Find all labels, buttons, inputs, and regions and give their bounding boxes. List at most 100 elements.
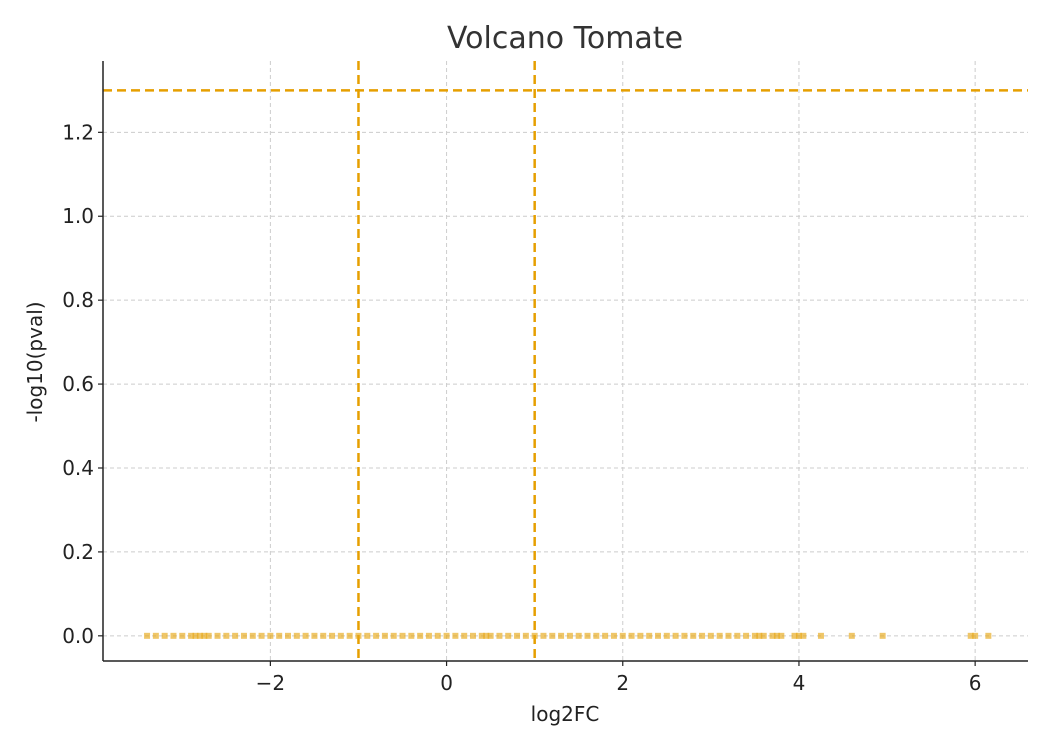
data-point — [817, 632, 824, 639]
data-point — [201, 632, 208, 639]
data-point — [496, 632, 503, 639]
data-point — [144, 632, 151, 639]
axes — [98, 61, 1028, 666]
data-point — [558, 632, 565, 639]
data-point — [461, 632, 468, 639]
data-point — [443, 632, 450, 639]
y-axis-title: -log10(pval) — [23, 301, 47, 422]
data-point — [232, 632, 239, 639]
data-point — [602, 632, 609, 639]
data-point — [655, 632, 661, 639]
data-point — [690, 632, 697, 639]
data-point — [179, 632, 186, 639]
data-point — [760, 632, 767, 639]
data-point — [672, 632, 679, 639]
data-point — [575, 632, 582, 639]
data-point — [152, 632, 159, 639]
data-point — [196, 632, 203, 639]
data-point — [716, 632, 723, 639]
data-point — [452, 632, 459, 639]
data-point — [967, 632, 974, 639]
data-point — [258, 632, 265, 639]
data-point — [170, 632, 177, 639]
data-point — [417, 632, 424, 639]
x-tick-label: −2 — [256, 671, 285, 695]
data-point — [985, 632, 992, 639]
data-point — [681, 632, 688, 639]
data-point — [346, 632, 353, 639]
data-point — [355, 632, 362, 639]
y-tick-label: 1.0 — [62, 204, 94, 228]
data-point — [337, 632, 344, 639]
data-point — [584, 632, 591, 639]
data-point — [214, 632, 221, 639]
data-point — [734, 632, 741, 639]
grid — [103, 61, 1028, 661]
data-point — [522, 632, 529, 639]
data-point — [540, 632, 547, 639]
data-point — [267, 632, 274, 639]
x-tick-label: 6 — [969, 671, 982, 695]
data-point — [663, 632, 670, 639]
data-point — [478, 632, 485, 639]
data-point — [425, 632, 432, 639]
data-point — [725, 632, 732, 639]
y-tick-label: 0.0 — [62, 624, 94, 648]
data-point — [320, 632, 327, 639]
data-point — [188, 632, 195, 639]
data-point — [311, 632, 318, 639]
data-point — [756, 632, 763, 639]
data-point — [593, 632, 600, 639]
data-point — [205, 632, 212, 639]
data-point — [628, 632, 635, 639]
data-point — [514, 632, 521, 639]
data-point — [285, 632, 291, 639]
data-point — [470, 632, 476, 639]
data-point — [549, 632, 556, 639]
data-point — [879, 632, 886, 639]
x-tick-label: 4 — [793, 671, 806, 695]
data-point — [610, 632, 617, 639]
data-point — [800, 632, 807, 639]
data-point — [566, 632, 573, 639]
data-point — [778, 632, 785, 639]
data-point — [743, 632, 750, 639]
data-point — [302, 632, 309, 639]
data-point — [848, 632, 855, 639]
data-point — [637, 632, 644, 639]
y-tick-label: 0.4 — [62, 456, 94, 480]
data-point — [505, 632, 512, 639]
y-tick-label: 0.6 — [62, 372, 94, 396]
data-point — [373, 632, 380, 639]
data-point — [707, 632, 714, 639]
data-point — [293, 632, 300, 639]
threshold-lines — [103, 61, 1028, 661]
y-tick-label: 1.2 — [62, 120, 94, 144]
y-tick-label: 0.2 — [62, 540, 94, 564]
data-point — [619, 632, 626, 639]
data-point — [240, 632, 247, 639]
data-point — [646, 632, 653, 639]
data-point — [399, 632, 406, 639]
data-point — [487, 632, 494, 639]
data-point — [381, 632, 388, 639]
data-point — [769, 632, 776, 639]
data-point — [364, 632, 371, 639]
data-point — [329, 632, 336, 639]
data-point — [390, 632, 397, 639]
data-point — [249, 632, 256, 639]
data-point — [161, 632, 168, 639]
data-point — [795, 632, 802, 639]
y-tick-label: 0.8 — [62, 288, 94, 312]
data-point — [699, 632, 706, 639]
x-axis-title: log2FC — [531, 702, 600, 726]
data-point — [408, 632, 415, 639]
data-point — [276, 632, 283, 639]
x-tick-label: 0 — [440, 671, 453, 695]
data-point — [434, 632, 441, 639]
chart-title: Volcano Tomate — [447, 21, 683, 56]
data-point — [791, 632, 798, 639]
tick-labels: −2 0 2 4 6 0.0 0.2 0.4 0.6 0.8 1.0 1.2 — [62, 120, 981, 695]
